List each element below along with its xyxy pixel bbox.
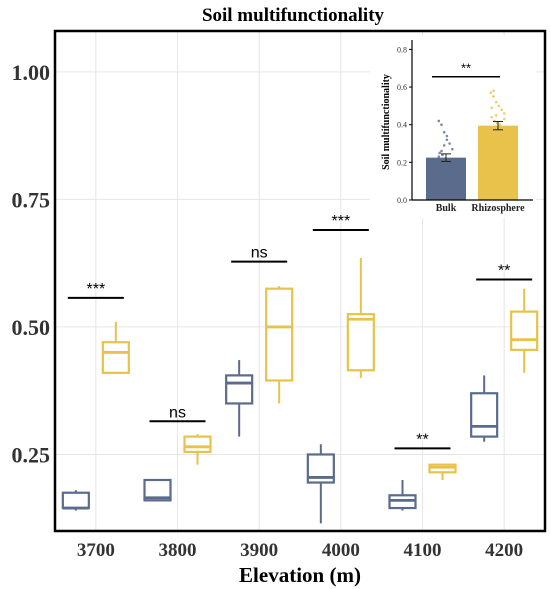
inset-data-point xyxy=(503,117,506,121)
y-tick-label: 0.50 xyxy=(12,315,51,340)
inset-data-point xyxy=(490,115,494,119)
y-tick-label: 0.25 xyxy=(12,442,51,467)
rhizosphere-box xyxy=(183,434,212,465)
inset-data-point xyxy=(448,142,451,145)
inset-data-point xyxy=(494,100,498,104)
box-body xyxy=(143,478,172,502)
inset-bar-rhizosphere xyxy=(478,125,518,200)
bulk-box xyxy=(470,375,499,442)
inset-data-point xyxy=(440,149,443,153)
inset-chart: ** 0.0 0.2 0.4 0.6 0.8 Bulk Rhizosphere Soil … xyxy=(370,36,536,218)
inset-y-tick-label: 0.8 xyxy=(397,45,407,54)
y-tick-label: 1.00 xyxy=(12,60,51,85)
significance-label: ns xyxy=(169,404,186,421)
box-body xyxy=(61,491,90,510)
inset-x-tick-labels: Bulk Rhizosphere xyxy=(436,203,525,214)
main-boxes xyxy=(61,258,539,524)
bulk-box xyxy=(143,478,172,502)
inset-data-point xyxy=(503,112,506,115)
inset-data-point xyxy=(497,104,501,108)
inset-data-point xyxy=(490,106,494,110)
inset-data-point xyxy=(500,108,503,111)
significance-label: *** xyxy=(331,213,350,230)
inset-significance: ** xyxy=(432,61,500,78)
inset-x-tick-label: Bulk xyxy=(436,203,457,214)
inset-data-point xyxy=(494,113,498,117)
rhizosphere-box xyxy=(510,288,539,373)
bulk-box xyxy=(388,479,417,511)
inset-data-point xyxy=(489,91,493,95)
x-tick-label: 4200 xyxy=(485,540,523,561)
inset-data-point xyxy=(445,138,449,142)
chart-title: Soil multifunctionality xyxy=(202,5,385,26)
rhizosphere-box xyxy=(101,321,130,374)
x-tick-label: 4100 xyxy=(404,540,442,561)
x-tick-label: 3800 xyxy=(159,540,197,561)
main-plot-frame xyxy=(53,29,547,533)
inset-data-point xyxy=(492,89,495,93)
x-tick-label: 3700 xyxy=(77,540,115,561)
box-body xyxy=(183,435,212,454)
y-tick-label: 0.75 xyxy=(12,187,51,212)
inset-y-tick-label: 0.6 xyxy=(397,83,407,92)
significance-label: *** xyxy=(86,281,105,298)
inset-data-point xyxy=(438,151,442,155)
box-body xyxy=(346,313,375,372)
rhizosphere-box xyxy=(428,463,457,480)
inset-significance-label: ** xyxy=(461,61,471,76)
box-body xyxy=(510,310,539,351)
bulk-box xyxy=(306,444,335,524)
inset-data-point xyxy=(492,95,495,98)
inset-data-point xyxy=(451,147,454,151)
main-y-tick-labels: 0.25 0.50 0.75 1.00 xyxy=(12,60,51,468)
inset-data-point xyxy=(442,144,446,147)
x-tick-label: 4000 xyxy=(322,540,360,561)
inset-y-tick-label: 0.2 xyxy=(397,158,407,167)
inset-data-point xyxy=(445,134,449,138)
inset-data-point xyxy=(437,155,441,159)
box-body xyxy=(265,287,294,382)
box-body xyxy=(225,374,254,405)
inset-y-tick-label: 0.4 xyxy=(397,121,407,130)
inset-bars xyxy=(426,121,518,200)
box-body xyxy=(101,341,130,374)
rhizosphere-box xyxy=(346,258,375,378)
inset-data-point xyxy=(440,123,443,127)
x-axis-label: Elevation (m) xyxy=(239,563,361,587)
bulk-box xyxy=(61,490,90,511)
box-body xyxy=(470,392,499,438)
inset-y-axis-label: Soil multifunctionality xyxy=(381,74,392,170)
inset-data-point xyxy=(437,119,441,123)
significance-label: ** xyxy=(498,262,510,279)
x-tick-label: 3900 xyxy=(240,540,278,561)
inset-bar-bulk xyxy=(426,157,466,200)
bulk-box xyxy=(225,360,254,437)
significance-label: ns xyxy=(251,245,268,262)
inset-x-tick-label: Rhizosphere xyxy=(471,203,525,214)
inset-data-point xyxy=(442,130,446,134)
inset-y-tick-label: 0.0 xyxy=(397,196,407,205)
significance-label: ** xyxy=(416,431,428,448)
main-x-tick-labels: 3700 3800 3900 4000 4100 4200 xyxy=(77,540,523,561)
rhizosphere-box xyxy=(265,286,294,404)
